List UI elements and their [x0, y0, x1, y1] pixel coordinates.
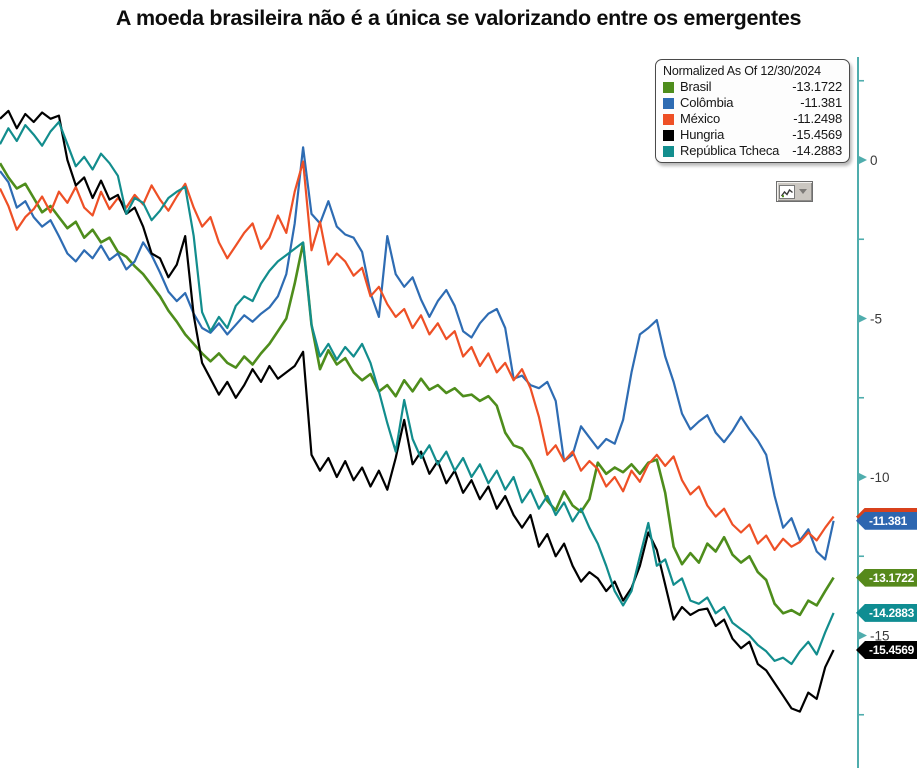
axis-tick-arrow-icon [858, 155, 867, 165]
axis-tick-label: -5 [870, 312, 882, 327]
legend-item-brasil[interactable]: Brasil -13.1722 [663, 79, 842, 95]
legend-item-label: República Tcheca [680, 143, 780, 158]
series-line-hungria [0, 109, 835, 713]
series-color-swatch [663, 81, 674, 93]
axis-tick-arrow-icon [858, 314, 867, 323]
legend-box[interactable]: Normalized As Of 12/30/2024 Brasil -13.17… [655, 59, 850, 163]
series-line-brasil [0, 162, 835, 617]
series-line-tcheca [0, 120, 835, 666]
legend-item-hungria[interactable]: Hungria -15.4569 [663, 127, 842, 143]
legend-item-value: -15.4569 [792, 127, 842, 142]
last-price-tag-colombia: -11.381 [856, 511, 917, 530]
series-line-mexico [0, 160, 835, 552]
legend-item-value: -11.381 [800, 95, 842, 110]
legend-item-tcheca[interactable]: República Tcheca -14.2883 [663, 143, 842, 159]
series-color-swatch [663, 97, 674, 109]
legend-item-label: México [680, 111, 720, 126]
legend-item-value: -14.2883 [792, 143, 842, 158]
series-color-swatch [663, 113, 674, 125]
legend-item-value: -11.2498 [793, 111, 842, 126]
legend-item-value: -13.1722 [792, 79, 842, 94]
last-price-tag-hungria: -15.4569 [856, 641, 917, 659]
axis-tick-label: -10 [870, 470, 890, 485]
axis-tick-arrow-icon [858, 472, 867, 482]
axis-tick-label: 0 [870, 153, 878, 168]
series-line-colombia [0, 146, 835, 561]
legend-item-label: Hungria [680, 127, 725, 142]
legend-item-label: Colômbia [680, 95, 734, 110]
legend-header: Normalized As Of 12/30/2024 [663, 64, 821, 78]
legend-item-colombia[interactable]: Colômbia -11.381 [663, 95, 842, 111]
axis-tick-arrow-icon [858, 631, 867, 640]
mini-line-chart-icon [779, 184, 795, 199]
last-price-tag-brasil: -13.1722 [856, 568, 917, 587]
page-title: A moeda brasileira não é a única se valo… [115, 6, 802, 30]
chevron-down-icon [799, 189, 807, 194]
legend-item-mexico[interactable]: México -11.2498 [663, 111, 842, 127]
axis-tick-label: -15 [870, 629, 890, 644]
chart-type-button[interactable] [776, 181, 813, 202]
legend-item-label: Brasil [680, 79, 712, 94]
last-price-tag-tcheca: -14.2883 [856, 603, 917, 622]
series-color-swatch [663, 129, 674, 141]
series-color-swatch [663, 145, 674, 157]
